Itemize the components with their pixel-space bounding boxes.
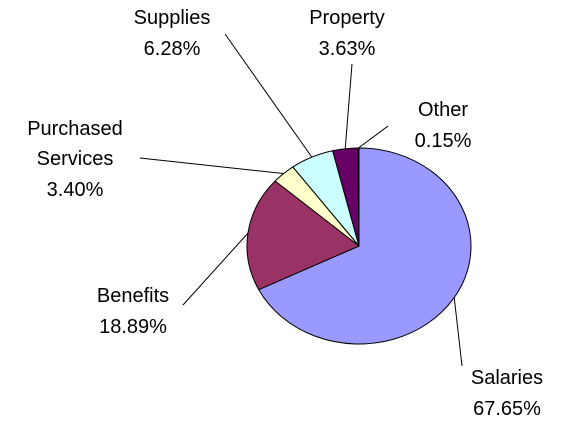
value-label: 18.89% — [99, 316, 167, 338]
value-label: 3.40% — [46, 179, 104, 201]
leader-line — [224, 33, 313, 158]
slice-label: Supplies 6.28% — [112, 3, 232, 65]
value-label: 0.15% — [414, 130, 472, 152]
leader-line — [139, 157, 284, 175]
slice-label: Benefits 18.89% — [73, 281, 193, 343]
category-label: Supplies — [133, 7, 211, 29]
slice-label: Salaries 67.65% — [447, 363, 565, 425]
category-label: Purchased Services — [27, 118, 123, 170]
value-label: 67.65% — [473, 398, 541, 420]
category-label: Salaries — [470, 367, 544, 389]
category-label: Benefits — [96, 285, 170, 307]
leader-line — [358, 125, 389, 149]
leader-line — [344, 63, 353, 149]
slice-label: Property 3.63% — [287, 3, 407, 65]
leader-line — [182, 232, 249, 306]
slice-label: Purchased Services 3.40% — [5, 114, 145, 206]
value-label: 6.28% — [143, 38, 201, 60]
value-label: 3.63% — [318, 38, 376, 60]
category-label: Property — [309, 7, 385, 29]
category-label: Other — [417, 99, 469, 121]
slice-label: Other 0.15% — [393, 95, 493, 157]
leader-line — [453, 297, 463, 367]
